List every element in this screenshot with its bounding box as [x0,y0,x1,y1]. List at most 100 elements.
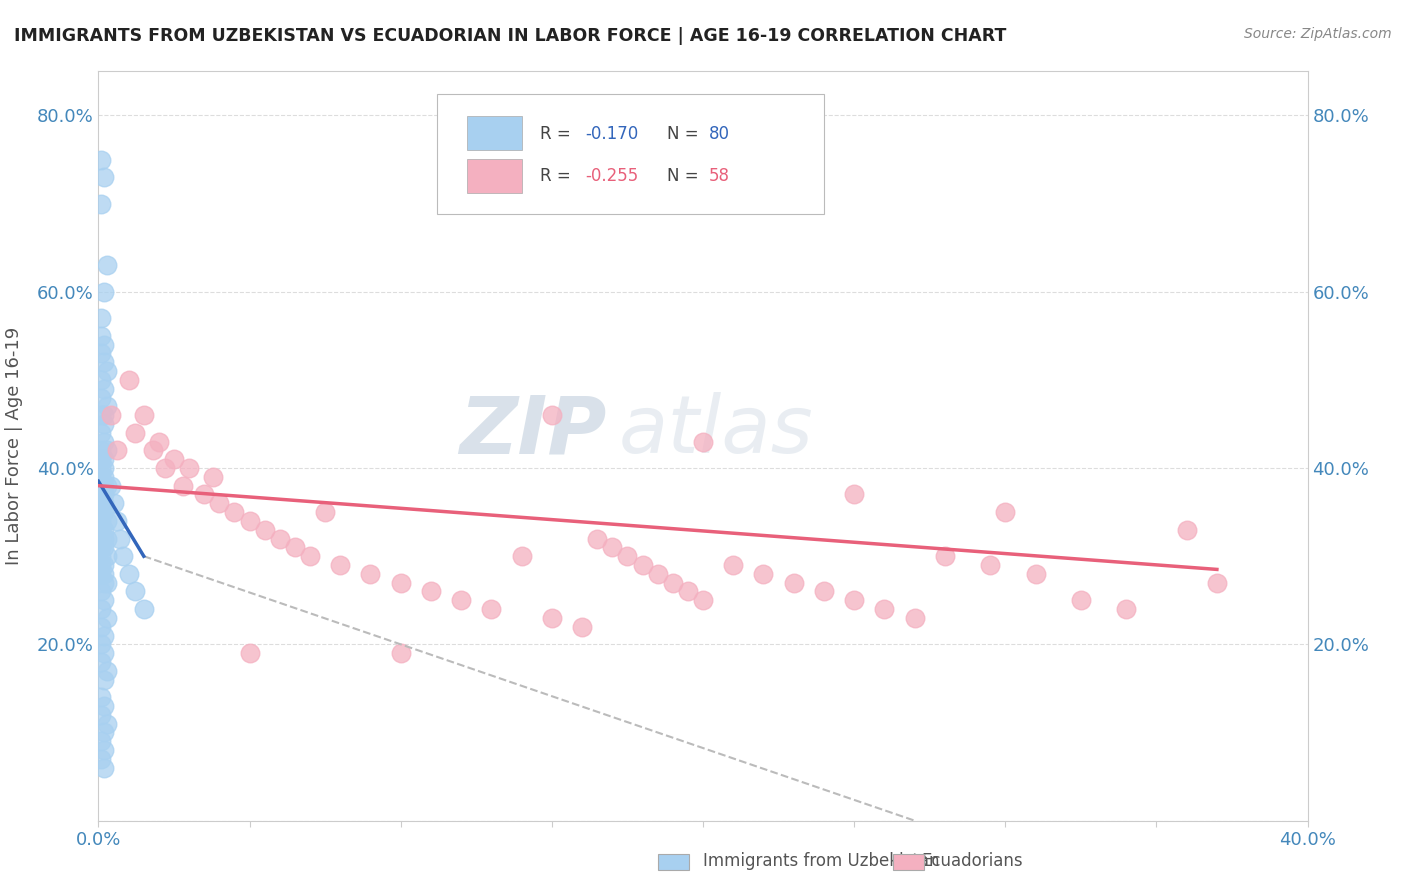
Point [96,514,118,528]
Point [360,566,382,581]
Text: Ecuadorians: Ecuadorians [921,852,1022,870]
Point [90,620,112,634]
Point [93,532,115,546]
Point [93,558,115,572]
Text: ZIP: ZIP [458,392,606,470]
Point [124,584,146,599]
Point [90,707,112,722]
Point [93,743,115,757]
Point [172,478,194,492]
Point [90,452,112,467]
Point [90,443,112,458]
Point [1115,602,1137,616]
Point [90,514,112,528]
Point [132,602,155,616]
Point [148,434,170,449]
Point [676,584,699,599]
Point [284,541,307,555]
Point [616,549,638,564]
Point [93,382,115,396]
Point [202,470,225,484]
Point [124,425,146,440]
Point [179,461,201,475]
Point [873,602,896,616]
Point [153,461,176,475]
Point [389,575,412,590]
Point [481,602,503,616]
Point [111,549,134,564]
Point [329,558,352,572]
Point [571,620,593,634]
Text: Source: ZipAtlas.com: Source: ZipAtlas.com [1244,27,1392,41]
Point [93,541,115,555]
Point [93,575,115,590]
Point [93,505,115,519]
Point [90,346,112,360]
Point [93,470,115,484]
Point [93,673,115,687]
Point [93,628,115,642]
Point [96,443,118,458]
Text: -0.170: -0.170 [586,125,638,143]
Point [193,487,215,501]
Text: atlas: atlas [619,392,813,470]
Point [163,452,186,467]
Point [90,558,112,572]
Point [1024,566,1046,581]
Point [93,523,115,537]
Point [208,496,231,510]
Point [93,478,115,492]
Point [105,443,128,458]
Point [90,487,112,501]
Point [752,566,775,581]
Point [93,761,115,775]
Point [90,602,112,616]
Point [96,611,118,625]
Point [239,646,262,660]
Point [450,593,472,607]
Text: 80: 80 [709,125,730,143]
Point [93,417,115,431]
Text: N =: N = [666,125,703,143]
Point [90,373,112,387]
Point [90,505,112,519]
Point [979,558,1001,572]
Point [90,549,112,564]
Point [90,752,112,766]
Point [93,566,115,581]
Point [844,487,866,501]
Point [103,496,125,510]
Point [93,646,115,660]
Text: -0.255: -0.255 [586,168,638,186]
Point [934,549,956,564]
Point [1206,575,1229,590]
Point [844,593,866,607]
Point [96,716,118,731]
Point [904,611,927,625]
Text: R =: R = [540,125,576,143]
Point [93,355,115,369]
Point [93,408,115,422]
Point [90,637,112,651]
Point [90,153,112,167]
Point [269,532,291,546]
Y-axis label: In Labor Force | Age 16-19: In Labor Force | Age 16-19 [4,326,22,566]
Point [540,611,562,625]
Point [389,646,412,660]
Point [602,541,624,555]
Point [100,408,122,422]
Point [783,575,806,590]
FancyBboxPatch shape [467,116,522,150]
Point [692,593,714,607]
Point [540,408,562,422]
FancyBboxPatch shape [467,159,522,193]
Point [118,566,141,581]
Point [93,725,115,739]
Point [132,408,155,422]
Point [90,461,112,475]
Point [224,505,246,519]
Point [96,364,118,378]
Point [90,391,112,405]
Point [96,400,118,414]
Text: IMMIGRANTS FROM UZBEKISTAN VS ECUADORIAN IN LABOR FORCE | AGE 16-19 CORRELATION : IMMIGRANTS FROM UZBEKISTAN VS ECUADORIAN… [14,27,1007,45]
